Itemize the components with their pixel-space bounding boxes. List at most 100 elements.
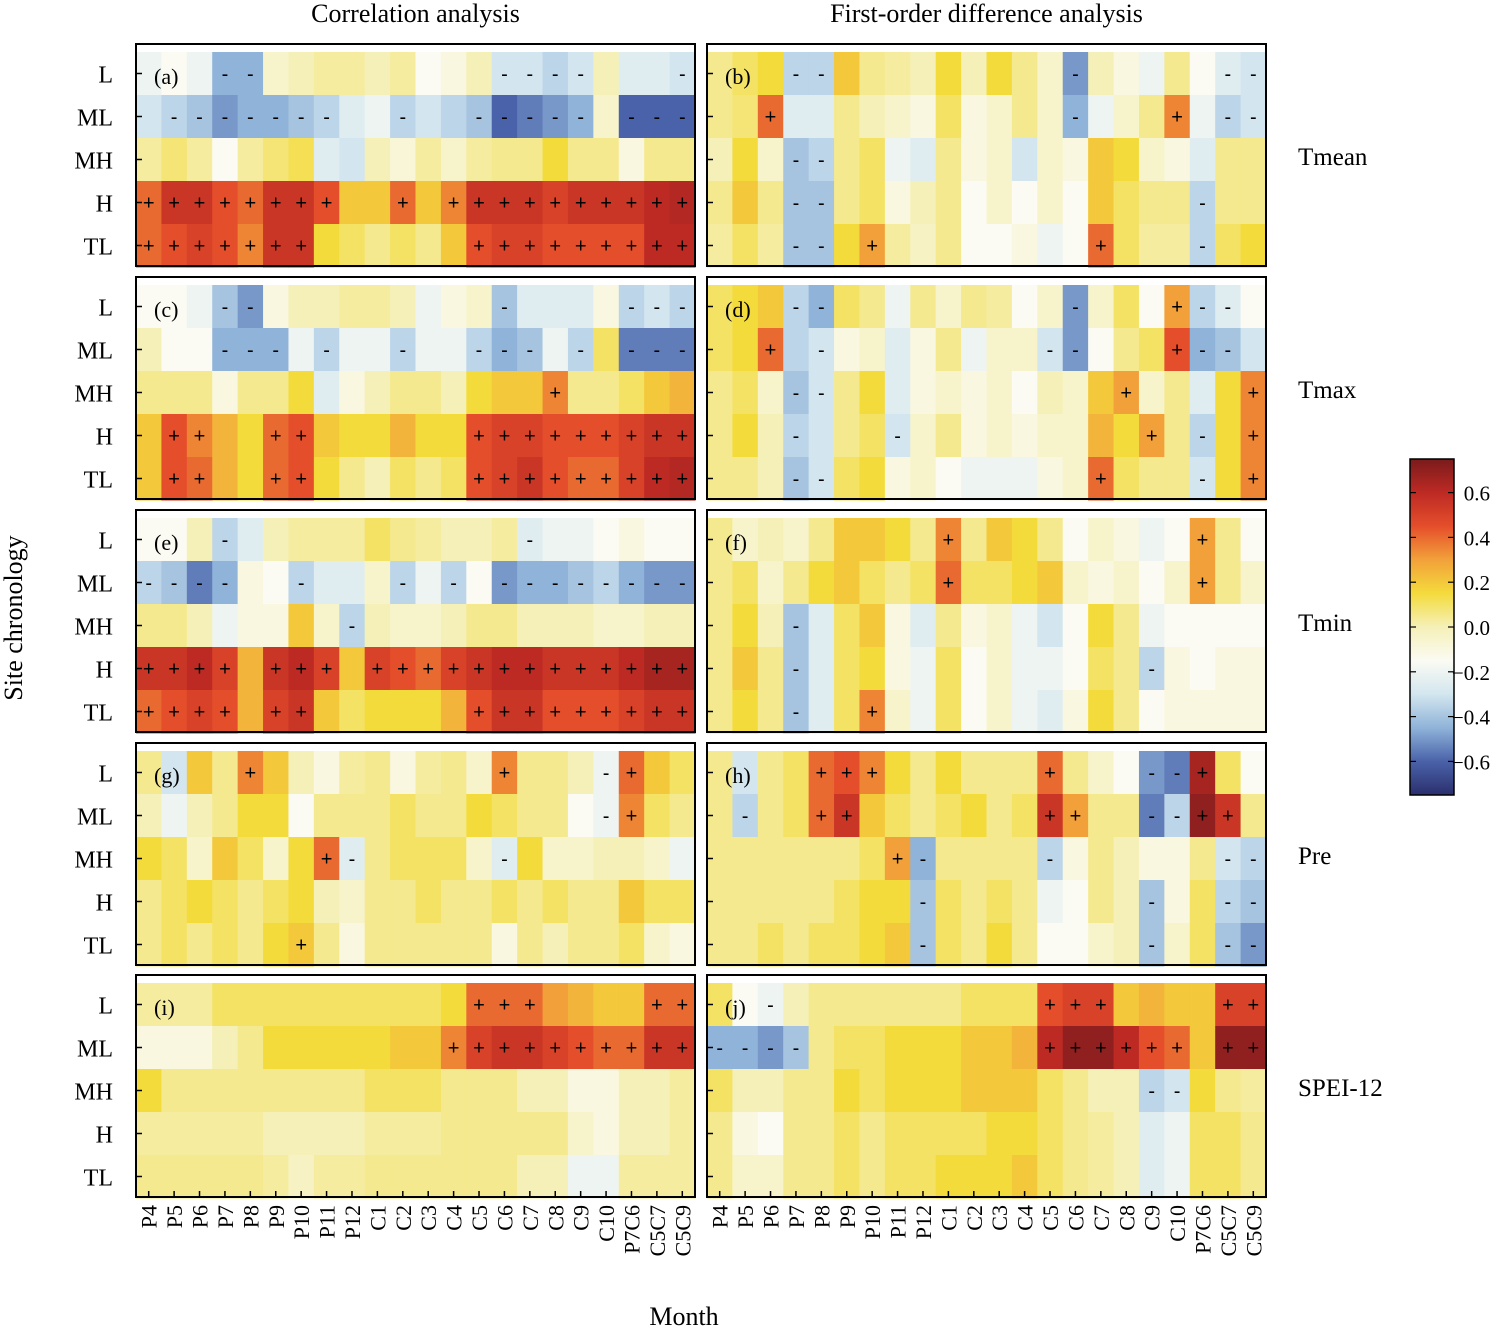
heat-cell [186,561,213,605]
heat-cell [263,983,290,1027]
significance-mark: - [628,340,635,362]
heat-cell [542,983,569,1027]
significance-mark: - [1225,892,1232,914]
heat-cell [1164,414,1191,458]
significance-mark: + [143,659,155,681]
heat-cell [567,181,594,225]
significance-mark: - [196,107,203,129]
heat-cell [732,1112,759,1156]
site-label: L [98,994,113,1020]
heat-cell [859,414,886,458]
significance-mark: - [654,573,661,595]
heat-cell [1164,983,1191,1027]
heat-cell [1011,837,1038,881]
heat-cell [757,561,784,605]
significance-mark: - [272,340,279,362]
significance-mark: + [524,469,536,491]
heat-cell [1088,1026,1115,1070]
significance-mark: + [397,659,409,681]
heat-cell [466,224,493,268]
heat-cell [910,880,937,924]
heat-cell [567,751,594,795]
heat-cell [961,923,988,967]
heat-cell [542,604,569,648]
heat-cell [644,923,671,967]
heat-cell [1011,690,1038,734]
heat-cell [732,690,759,734]
site-label: H [96,1123,113,1149]
heat-cell [1037,371,1064,415]
significance-mark: - [767,1038,774,1060]
heat-cell [288,224,315,268]
heat-cell [491,561,518,605]
heat-cell [263,138,290,182]
heat-cell [1037,751,1064,795]
significance-mark: - [628,297,635,319]
site-label: TL [84,1166,113,1192]
heat-cell [884,138,911,182]
significance-mark: - [679,297,686,319]
heat-cell [1215,751,1242,795]
variable-label: Tmin [1298,610,1353,637]
heat-cell [466,794,493,838]
significance-mark: - [298,107,305,129]
heat-cell [1011,923,1038,967]
heat-cell [313,880,340,924]
heat-cell [834,518,861,562]
heat-cell [961,647,988,691]
heat-cell [1164,880,1191,924]
heat-cell [364,457,391,501]
heat-cell [466,647,493,691]
significance-mark: - [222,530,229,552]
heat-cell [186,837,213,881]
heat-cell [542,561,569,605]
heat-cell [808,1026,835,1070]
heat-cell [618,371,645,415]
heat-cell [783,224,810,268]
heat-cell [859,95,886,139]
heat-cell [1138,794,1165,838]
site-label: H [96,891,113,917]
heat-cell [491,414,518,458]
y-axis-title: Site chronology [0,535,28,700]
panel-d: - - - + - -+ - - - + - -- - + +- - + - +- - + - +(d) [706,276,1267,501]
heat-cell [783,52,810,96]
heat-cell [1037,561,1064,605]
significance-mark: + [575,236,587,258]
heat-cell [935,52,962,96]
heat-cell [1011,414,1038,458]
heat-cell [1138,923,1165,967]
significance-mark: + [219,236,231,258]
heat-cell [1240,880,1267,924]
heat-cell [593,604,620,648]
significance-mark: - [818,150,825,172]
heat-cell [466,561,493,605]
heat-cell [1215,880,1242,924]
heat-cell [910,690,937,734]
significance-mark: + [448,659,460,681]
heat-cell [263,224,290,268]
heat-cell [491,983,518,1027]
heat-cell [1215,690,1242,734]
heat-cell [339,923,366,967]
site-label: TL [84,235,113,261]
heat-cell [1240,561,1267,605]
significance-mark: - [654,297,661,319]
heat-cell [935,138,962,182]
heat-cell [313,181,340,225]
significance-mark: + [397,193,409,215]
heat-cell [517,224,544,268]
heat-cell [644,983,671,1027]
heat-cell [542,285,569,329]
significance-mark: + [194,659,206,681]
heat-cell [1189,518,1216,562]
heat-cell [313,371,340,415]
heat-cell [415,751,442,795]
heat-cell [834,604,861,648]
heat-cell [669,880,696,924]
heat-cell [757,457,784,501]
significance-mark: - [603,806,610,828]
heat-cell [567,561,594,605]
heat-cell [415,880,442,924]
heat-cell [237,518,264,562]
